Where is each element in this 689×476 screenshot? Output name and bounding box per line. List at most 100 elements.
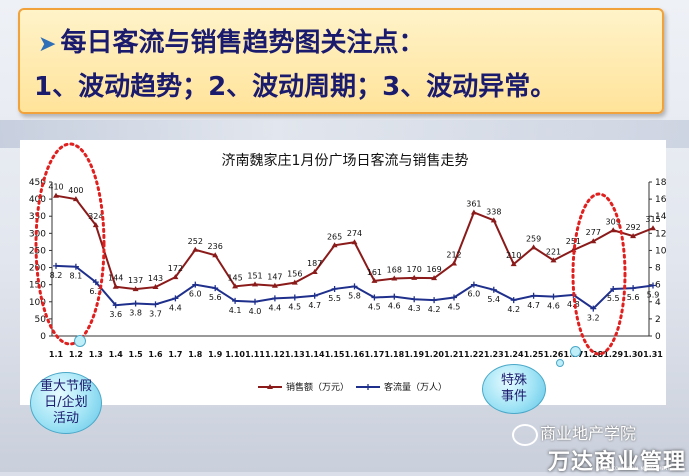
x-tick-label: 1.2 — [69, 350, 83, 359]
sales-data-label: 210 — [506, 251, 521, 260]
traffic-data-label: 4.4 — [269, 303, 282, 312]
sales-point — [411, 274, 418, 280]
header-points: 1、波动趋势；2、波动周期；3、波动异常。 — [34, 72, 557, 102]
sales-point — [92, 222, 99, 228]
sales-point — [53, 192, 59, 198]
sales-data-label: 147 — [267, 273, 282, 282]
x-tick-label: 1.29 — [603, 350, 623, 359]
x-tick-label: 1.6 — [148, 350, 163, 359]
sales-point — [172, 274, 179, 280]
traffic-data-label: 6.0 — [468, 290, 481, 299]
traffic-point — [610, 285, 617, 292]
traffic-data-label: 5.4 — [487, 295, 500, 304]
x-tick-label: 1.1 — [49, 350, 64, 359]
traffic-point — [391, 293, 398, 300]
traffic-data-label: 4.6 — [547, 302, 560, 311]
highlight-ellipse-holiday — [34, 142, 106, 346]
watermark-text: 商业地产学院 — [540, 424, 637, 443]
x-tick-label: 1.21 — [444, 350, 464, 359]
sales-point — [490, 217, 497, 223]
traffic-point — [152, 301, 159, 308]
x-tick-label: 1.30 — [623, 350, 643, 359]
sales-point — [451, 260, 457, 266]
x-tick-label: 1.3 — [89, 350, 103, 359]
y-right-tick-label: 18 — [655, 178, 667, 188]
traffic-point — [132, 300, 139, 307]
sales-point — [192, 246, 199, 252]
sales-data-label: 410 — [48, 183, 63, 192]
arrow-bullet-icon: ➤ — [38, 32, 57, 57]
traffic-point — [650, 282, 656, 289]
sales-data-label: 187 — [307, 259, 322, 268]
traffic-data-label: 5.6 — [209, 293, 222, 302]
traffic-data-label: 5.6 — [627, 293, 640, 302]
chart-title: 济南魏家庄1月份广场日客流与销售走势 — [222, 152, 469, 169]
sales-point — [530, 244, 537, 250]
x-tick-label: 1.20 — [424, 350, 444, 359]
sales-data-label: 172 — [168, 264, 183, 273]
traffic-data-label: 6.3 — [89, 287, 102, 296]
sales-point — [311, 269, 318, 275]
traffic-data-label: 3.6 — [109, 310, 122, 319]
legend-traffic-label: 客流量（万人） — [384, 381, 447, 393]
highlight-ellipse-special — [571, 192, 627, 356]
traffic-point — [192, 281, 199, 288]
watermark-brand: 万达商业管理 — [548, 450, 687, 475]
x-tick-label: 1.8 — [188, 350, 203, 359]
sales-point — [371, 277, 378, 283]
traffic-point — [53, 262, 59, 269]
traffic-data-label: 4.0 — [249, 307, 262, 316]
header-title: 每日客流与销售趋势图关注点： — [60, 28, 425, 58]
sales-data-label: 144 — [108, 274, 123, 283]
x-tick-label: 1.7 — [168, 350, 182, 359]
traffic-data-label: 4.2 — [507, 305, 520, 314]
sales-point — [470, 209, 477, 215]
traffic-data-label: 3.7 — [149, 309, 162, 318]
sales-point — [152, 284, 159, 290]
sales-data-label: 212 — [446, 250, 461, 259]
y-left-tick-label: 450 — [29, 178, 46, 188]
traffic-point — [371, 294, 378, 301]
y-right-tick-label: 16 — [655, 195, 667, 205]
traffic-point — [72, 263, 79, 270]
traffic-point — [510, 297, 517, 304]
traffic-point — [451, 294, 457, 301]
traffic-point — [232, 297, 239, 304]
y-left-tick-label: 350 — [29, 212, 46, 222]
traffic-data-label: 6.0 — [189, 290, 202, 299]
sales-point — [610, 227, 617, 233]
y-left-tick-label: 50 — [35, 315, 47, 325]
x-tick-label: 1.10 — [225, 350, 245, 359]
sales-data-label: 151 — [247, 271, 262, 280]
x-tick-label: 1.22 — [464, 350, 484, 359]
sales-point — [212, 252, 219, 258]
sales-data-label: 221 — [546, 247, 561, 256]
traffic-point — [530, 292, 537, 299]
watermark-brand-sub: WANDA COMMERCIAL MANAGEMENT — [596, 466, 670, 471]
x-tick-label: 1.14 — [305, 350, 325, 359]
traffic-point — [470, 281, 477, 288]
traffic-data-label: 3.2 — [587, 314, 600, 323]
y-right-tick-label: 2 — [655, 315, 661, 325]
y-right-tick-label: 14 — [655, 212, 667, 222]
header-box: ➤ 每日客流与销售趋势图关注点： 1、波动趋势；2、波动周期；3、波动异常。 — [18, 8, 664, 114]
traffic-point — [351, 283, 358, 290]
sales-data-label: 170 — [407, 265, 422, 274]
traffic-point — [590, 305, 597, 312]
traffic-point — [271, 295, 278, 302]
traffic-point — [291, 294, 298, 301]
y-left-tick-label: 100 — [29, 298, 46, 308]
traffic-data-label: 4.6 — [388, 302, 401, 311]
sales-data-label: 324 — [88, 212, 103, 221]
sales-data-label: 274 — [347, 229, 362, 238]
traffic-point — [112, 302, 119, 309]
x-tick-label: 1.9 — [208, 350, 223, 359]
traffic-data-label: 4.5 — [368, 303, 381, 312]
traffic-data-label: 5.5 — [328, 294, 341, 303]
y-right-tick-label: 8 — [655, 264, 661, 274]
sales-data-label: 143 — [148, 274, 163, 283]
x-tick-label: 1.12 — [265, 350, 285, 359]
traffic-data-label: 5.5 — [607, 294, 620, 303]
traffic-point — [490, 286, 497, 293]
header-line-1: ➤ 每日客流与销售趋势图关注点： — [38, 22, 424, 59]
